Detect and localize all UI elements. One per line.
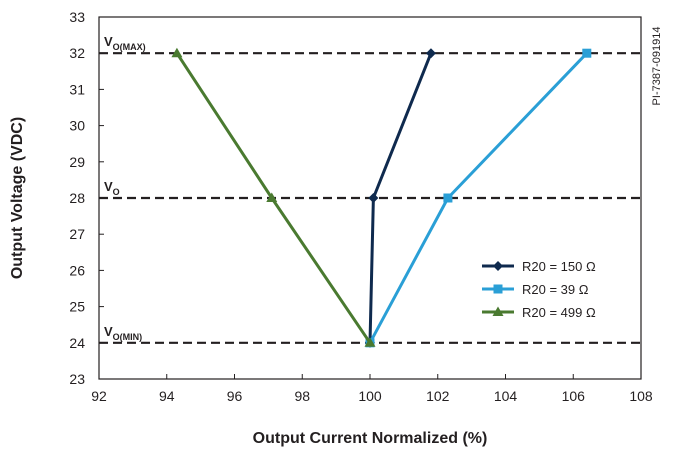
reference-line-subscript: O — [113, 187, 120, 197]
data-point — [443, 193, 453, 203]
y-tick-label: 26 — [69, 262, 85, 278]
series-layer — [171, 47, 592, 348]
y-axis-title: Output Voltage (VDC) — [9, 117, 26, 279]
legend: R20 = 150 Ω R20 = 39 Ω R20 = 499 Ω — [476, 250, 636, 326]
x-tick-label: 104 — [494, 388, 518, 404]
reference-line-label: VO — [104, 179, 120, 197]
legend-item: R20 = 499 Ω — [482, 305, 596, 320]
y-tick-label: 27 — [69, 226, 85, 242]
reference-line-label: VO(MIN) — [104, 324, 142, 342]
y-tick-label: 30 — [69, 118, 85, 134]
x-ticks: 92 94 96 98 100 102 104 106 108 — [91, 374, 653, 404]
y-tick-label: 29 — [69, 154, 85, 170]
data-point — [368, 193, 379, 203]
figure-code: PI-7387-091914 — [651, 27, 663, 106]
reference-line-symbol: V — [104, 324, 113, 339]
x-tick-label: 94 — [159, 388, 175, 404]
data-point — [425, 48, 436, 59]
y-tick-label: 28 — [69, 190, 85, 206]
y-tick-label: 33 — [69, 9, 85, 25]
y-tick-label: 25 — [69, 299, 85, 315]
y-tick-label: 31 — [69, 81, 85, 97]
data-point — [582, 48, 592, 58]
series-triangle — [171, 47, 376, 347]
legend-label: R20 = 150 Ω — [522, 259, 596, 274]
y-ticks: 23 24 25 26 27 28 29 30 31 32 33 — [69, 9, 104, 387]
x-tick-label: 100 — [358, 388, 382, 404]
legend-item: R20 = 150 Ω — [482, 259, 596, 274]
reference-line-subscript: O(MAX) — [113, 42, 146, 52]
reference-line-subscript: O(MIN) — [113, 332, 143, 342]
data-point — [364, 337, 376, 347]
x-tick-label: 98 — [294, 388, 310, 404]
reference-line-label: VO(MAX) — [104, 34, 146, 52]
x-tick-label: 106 — [562, 388, 586, 404]
data-point — [171, 47, 183, 58]
y-tick-label: 23 — [69, 371, 85, 387]
legend-swatch-marker — [493, 261, 503, 271]
x-tick-label: 102 — [426, 388, 450, 404]
y-tick-label: 24 — [69, 335, 85, 351]
legend-swatch-marker — [492, 306, 504, 316]
y-tick-label: 32 — [69, 45, 85, 61]
x-axis-title: Output Current Normalized (%) — [253, 430, 488, 447]
legend-label: R20 = 499 Ω — [522, 305, 596, 320]
x-tick-label: 92 — [91, 388, 107, 404]
x-tick-label: 96 — [227, 388, 243, 404]
data-point — [266, 192, 278, 202]
reference-line-symbol: V — [104, 179, 113, 194]
legend-label: R20 = 39 Ω — [522, 282, 589, 297]
legend-swatch-marker — [493, 284, 503, 294]
x-tick-label: 108 — [629, 388, 653, 404]
legend-item: R20 = 39 Ω — [482, 282, 589, 297]
reference-line-symbol: V — [104, 34, 113, 49]
